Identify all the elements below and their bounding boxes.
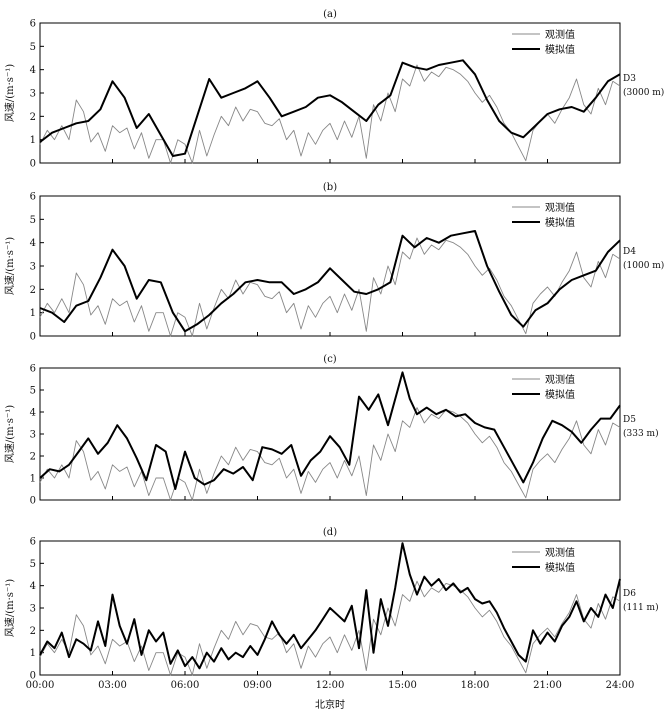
y-axis-label: 风速/(m·s⁻¹) <box>4 237 16 295</box>
y-tick-label: 6 <box>30 537 36 548</box>
domain-label: D3 <box>623 74 636 84</box>
y-tick-label: 2 <box>30 112 36 123</box>
y-axis-label: 风速/(m·s⁻¹) <box>4 64 16 122</box>
y-tick-label: 4 <box>30 65 36 76</box>
y-tick-label: 2 <box>30 626 36 637</box>
y-tick-label: 0 <box>30 332 36 343</box>
resolution-label: (333 m) <box>623 428 659 439</box>
y-tick-label: 4 <box>30 408 36 419</box>
y-tick-label: 4 <box>30 238 36 249</box>
x-tick-label: 18:00 <box>461 680 490 691</box>
panel-label: (a) <box>323 9 337 20</box>
x-tick-label: 15:00 <box>388 680 417 691</box>
x-tick-label: 06:00 <box>171 680 200 691</box>
plot-frame <box>39 367 621 501</box>
series-observed-line <box>39 580 621 676</box>
y-tick-label: 1 <box>30 135 36 146</box>
y-tick-label: 5 <box>30 215 36 226</box>
y-tick-label: 0 <box>30 496 36 507</box>
x-tick-label: 12:00 <box>316 680 345 691</box>
y-tick-label: 5 <box>30 386 36 397</box>
resolution-label: (3000 m) <box>623 87 664 98</box>
y-tick-label: 1 <box>30 474 36 485</box>
y-tick-label: 0 <box>30 671 36 682</box>
y-tick-label: 4 <box>30 581 36 592</box>
series-observed-line <box>39 64 621 164</box>
y-tick-label: 2 <box>30 452 36 463</box>
x-tick-label: 00:00 <box>26 680 55 691</box>
y-tick-label: 6 <box>30 364 36 375</box>
y-tick-label: 3 <box>30 262 36 273</box>
y-tick-label: 5 <box>30 559 36 570</box>
y-tick-label: 1 <box>30 308 36 319</box>
series-simulated-line <box>39 542 621 670</box>
panel-label: (b) <box>323 182 337 193</box>
resolution-label: (111 m) <box>623 602 659 613</box>
y-tick-label: 0 <box>30 159 36 170</box>
legend-label: 观测值 <box>545 201 575 214</box>
y-axis-label: 风速/(m·s⁻¹) <box>4 405 16 463</box>
x-tick-label: 21:00 <box>533 680 562 691</box>
plot-frame <box>39 22 621 164</box>
panel-4: (d) 0 1 2 3 4 5 6 00:00 03:00 06:00 09:00 12:00 15:00… <box>4 527 659 691</box>
legend-label: 观测值 <box>545 28 575 41</box>
x-axis-label: 北京时 <box>315 698 345 711</box>
domain-label: D4 <box>623 247 636 257</box>
series-simulated-line <box>39 230 621 333</box>
y-axis-label: 风速/(m·s⁻¹) <box>4 579 16 637</box>
y-tick-label: 2 <box>30 285 36 296</box>
series-observed-line <box>39 407 621 501</box>
x-tick-label: 03:00 <box>98 680 127 691</box>
series-simulated-line <box>39 371 621 490</box>
domain-label: D5 <box>623 415 636 425</box>
y-tick-label: 6 <box>30 192 36 203</box>
y-tick-label: 3 <box>30 430 36 441</box>
legend-label: 模拟值 <box>545 43 575 56</box>
legend-label: 观测值 <box>545 546 575 559</box>
domain-label: D6 <box>623 589 636 599</box>
panel-label: (d) <box>323 527 337 538</box>
series-observed-line <box>39 237 621 337</box>
legend-label: 观测值 <box>545 373 575 386</box>
resolution-label: (1000 m) <box>623 260 664 271</box>
legend-label: 模拟值 <box>545 216 575 229</box>
legend-label: 模拟值 <box>545 388 575 401</box>
y-tick-label: 5 <box>30 42 36 53</box>
y-tick-label: 3 <box>30 604 36 615</box>
y-tick-label: 6 <box>30 19 36 30</box>
x-tick-label: 24:00 <box>606 680 635 691</box>
panel-label: (c) <box>323 354 337 365</box>
y-tick-label: 1 <box>30 648 36 659</box>
x-tick-label: 09:00 <box>243 680 272 691</box>
y-tick-label: 3 <box>30 89 36 100</box>
series-simulated-line <box>39 59 621 157</box>
legend-label: 模拟值 <box>545 561 575 574</box>
